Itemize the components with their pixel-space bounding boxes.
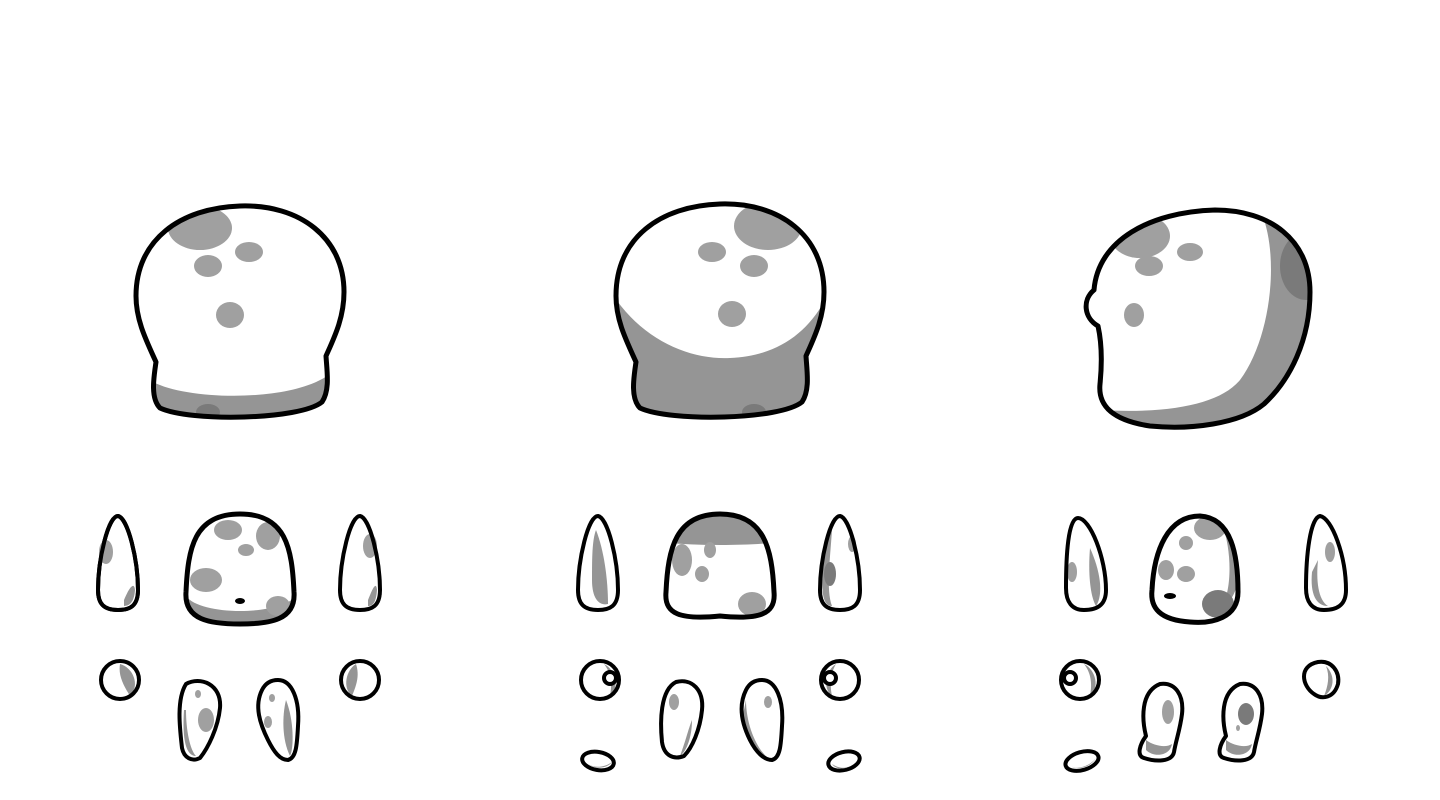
hand-right-front-sprite (339, 659, 381, 701)
torso-side-sprite (1149, 513, 1241, 625)
torso-front-sprite (183, 511, 297, 627)
arm-left-side-sprite (1064, 516, 1108, 612)
arm-right-side-sprite (1304, 514, 1348, 612)
head-side-sprite (1083, 207, 1313, 430)
leg-right-front-sprite (256, 678, 301, 762)
arm-left-front-sprite (96, 514, 140, 612)
foot-right-back-sprite (826, 749, 862, 773)
head-front-sprite (133, 203, 347, 420)
torso-back-sprite (663, 511, 777, 620)
leg-left-front-sprite (177, 679, 223, 762)
hand-left-front-sprite (99, 659, 141, 701)
leg-right-back-sprite (739, 678, 785, 762)
leg-left-side-sprite (1137, 681, 1185, 763)
front-view (96, 203, 382, 762)
arm-right-back-sprite (818, 514, 862, 612)
arm-left-back-sprite (576, 514, 620, 612)
foot-left-back-sprite (580, 749, 616, 773)
back-view (576, 201, 862, 773)
leg-right-side-sprite (1217, 681, 1265, 763)
head-back-sprite (613, 201, 827, 420)
side-view (1059, 207, 1348, 773)
hand-right-back-sprite (819, 659, 861, 701)
foot-left-side-sprite (1063, 749, 1101, 773)
arm-right-front-sprite (338, 514, 382, 612)
hand-right-side-sprite (1302, 659, 1341, 700)
leg-left-back-sprite (659, 679, 705, 760)
hand-left-back-sprite (579, 659, 621, 701)
hand-left-side-sprite (1059, 659, 1101, 701)
